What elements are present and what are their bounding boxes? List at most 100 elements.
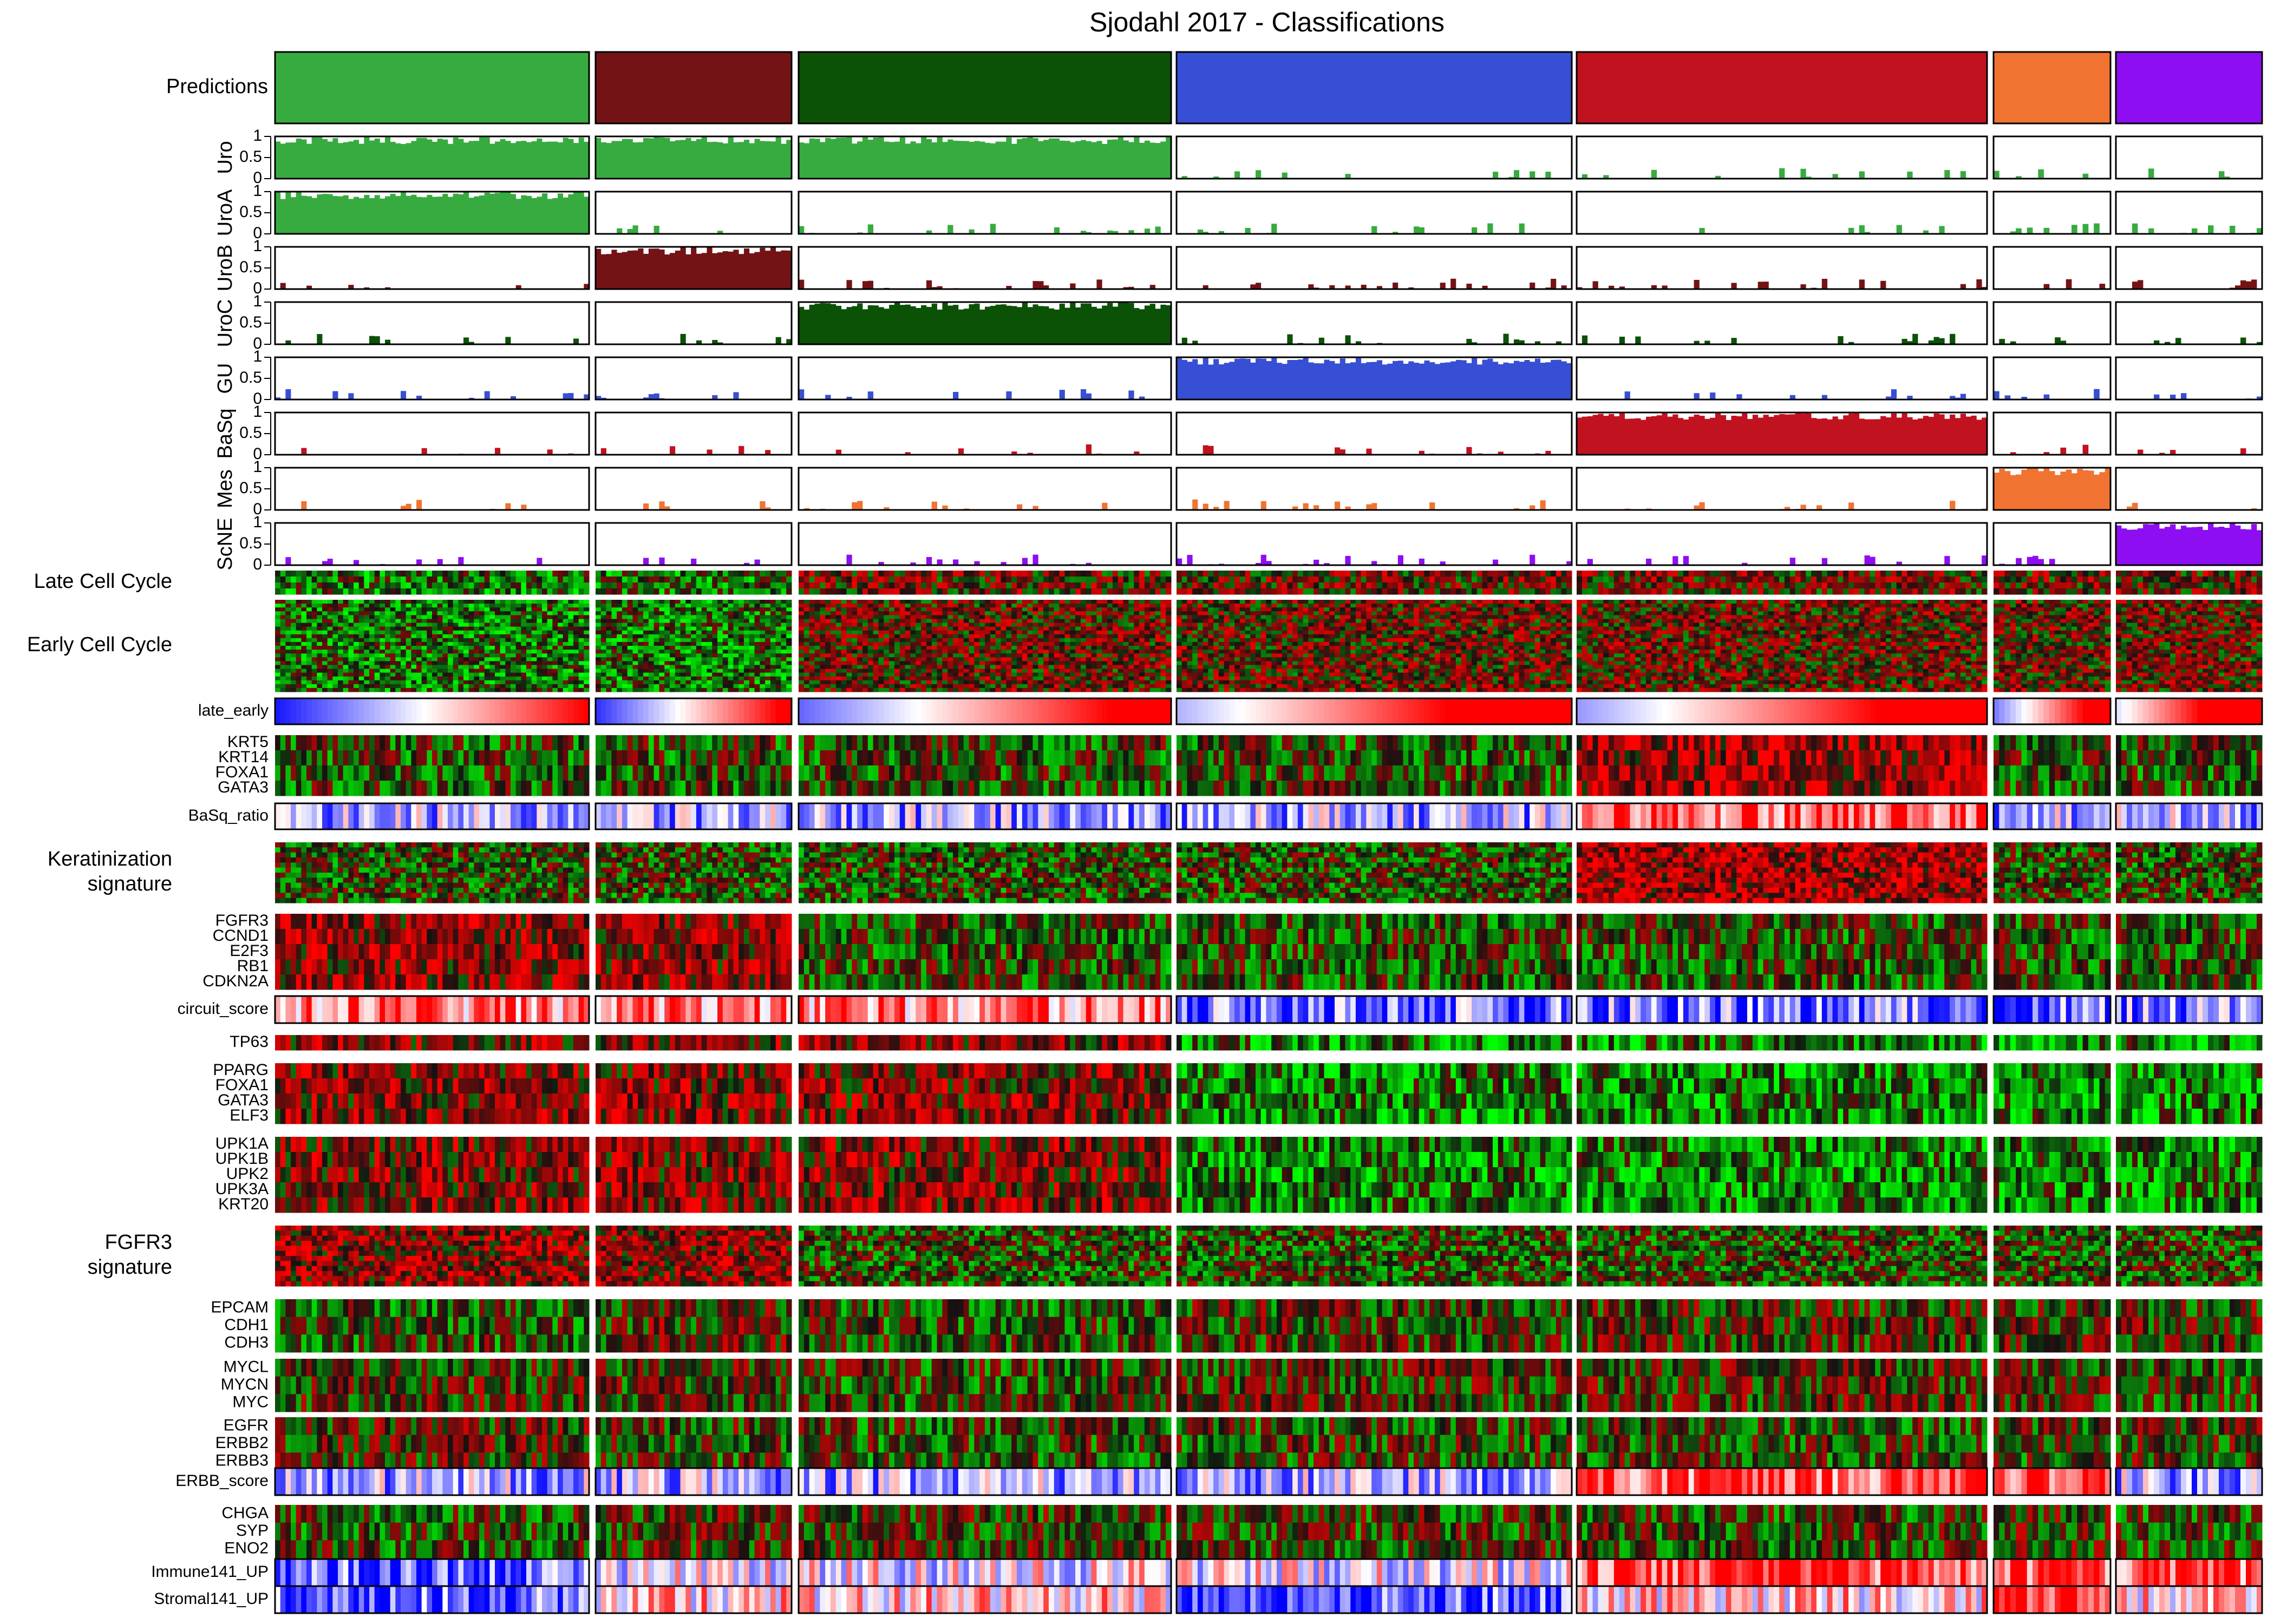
heatmap-cell [332, 672, 338, 677]
score-bar [1859, 418, 1865, 455]
heatmap-cell [754, 623, 760, 627]
heatmap-cell [1598, 582, 1604, 589]
heatmap-cell [884, 577, 890, 583]
heatmap-cell [338, 641, 344, 646]
score-bar [1239, 358, 1245, 400]
heatmap-cell [680, 680, 686, 685]
score-bar [1260, 554, 1266, 565]
heatmap-cell [406, 661, 411, 665]
score-bar [280, 283, 286, 289]
panel-background [275, 247, 589, 289]
heatmap-cell [606, 638, 612, 643]
panel-frame [798, 522, 1172, 566]
heatmap-cell [2165, 588, 2171, 595]
heatmap-cell [611, 669, 617, 673]
heatmap-cell [1366, 588, 1372, 595]
heatmap-cell [296, 634, 302, 639]
heatmap-cell [2049, 571, 2055, 577]
heatmap-cell [1440, 582, 1446, 589]
score-bar [1624, 391, 1630, 400]
heatmap-cell [437, 684, 443, 689]
heatmap-cell [338, 680, 344, 685]
heatmap-cell [311, 619, 317, 623]
score-bar [1683, 556, 1689, 565]
heatmap-cell [1731, 588, 1737, 595]
panel-background [1177, 412, 1572, 455]
heatmap-cell [685, 653, 691, 658]
score-bar [1038, 306, 1044, 344]
heatmap-cell [739, 630, 744, 635]
heatmap-cell [296, 687, 302, 692]
heatmap-cell [296, 611, 302, 615]
heatmap-cell [332, 650, 338, 654]
heatmap-cell [685, 680, 691, 685]
heatmap-cell [568, 615, 574, 619]
score-bar [421, 448, 427, 455]
score-panel [1992, 135, 2112, 180]
heatmap-cell [442, 684, 448, 689]
heatmap-cell [770, 669, 776, 673]
score-bar [857, 501, 863, 510]
panel-background [1994, 302, 2110, 344]
heatmap-cell [701, 653, 707, 658]
score-bar [884, 309, 890, 344]
heatmap-cell [743, 684, 750, 689]
heatmap-cell [317, 672, 323, 677]
heatmap-cell [563, 669, 568, 673]
heatmap-cell [1466, 582, 1472, 589]
heatmap-cell [1345, 571, 1351, 577]
heatmap-cell [775, 684, 781, 689]
heatmap-cell [765, 669, 771, 673]
heatmap-cell [306, 600, 312, 604]
heatmap-cell [1086, 577, 1092, 583]
heatmap-cell [1694, 588, 1700, 595]
heatmap-cell [463, 619, 469, 623]
score-panel [1175, 467, 1573, 511]
heatmap-cell [739, 684, 744, 689]
heatmap-cell [1096, 588, 1102, 595]
score-bar [1397, 361, 1403, 400]
heatmap-cell [659, 646, 665, 650]
score-bar [1335, 447, 1341, 455]
score-bar [862, 281, 868, 289]
score-bar [654, 137, 659, 179]
heatmap-cell [385, 676, 391, 681]
score-bar [910, 141, 916, 179]
heatmap-cell [722, 577, 729, 583]
heatmap-cell [463, 650, 469, 654]
heatmap-cell [505, 600, 511, 604]
heatmap-cell [733, 672, 739, 677]
heatmap-cell [1043, 582, 1049, 589]
heatmap-cell [691, 607, 697, 612]
heatmap-cell [322, 657, 328, 662]
score-bar [1266, 361, 1272, 400]
heatmap-cell [743, 676, 750, 681]
score-bar [814, 303, 820, 344]
score-bar [354, 140, 360, 179]
heatmap-cell [332, 611, 338, 615]
heatmap-cell [421, 680, 427, 685]
heatmap-cell [643, 619, 649, 623]
heatmap-cell [416, 653, 422, 658]
heatmap-cell [479, 665, 485, 669]
heatmap-cell [584, 638, 590, 643]
heatmap-cell [401, 611, 407, 615]
heatmap-cell [358, 646, 364, 650]
heatmap-cell [743, 577, 750, 583]
heatmap-cell [578, 571, 584, 577]
heatmap-cell [584, 672, 590, 677]
panel-frame [594, 135, 793, 180]
heatmap-cell [332, 684, 338, 689]
heatmap-cell [416, 646, 422, 650]
panel-frame [1576, 356, 1988, 401]
heatmap-cell [505, 646, 511, 650]
heatmap-cell [526, 619, 532, 623]
heatmap-cell [1566, 577, 1572, 583]
heatmap-cell [926, 588, 932, 595]
heatmap-cell [659, 684, 665, 689]
heatmap-cell [696, 611, 702, 615]
heatmap-cell [332, 571, 338, 577]
heatmap-cell [765, 680, 771, 685]
score-bar [638, 248, 644, 289]
heatmap-cell [484, 684, 490, 689]
